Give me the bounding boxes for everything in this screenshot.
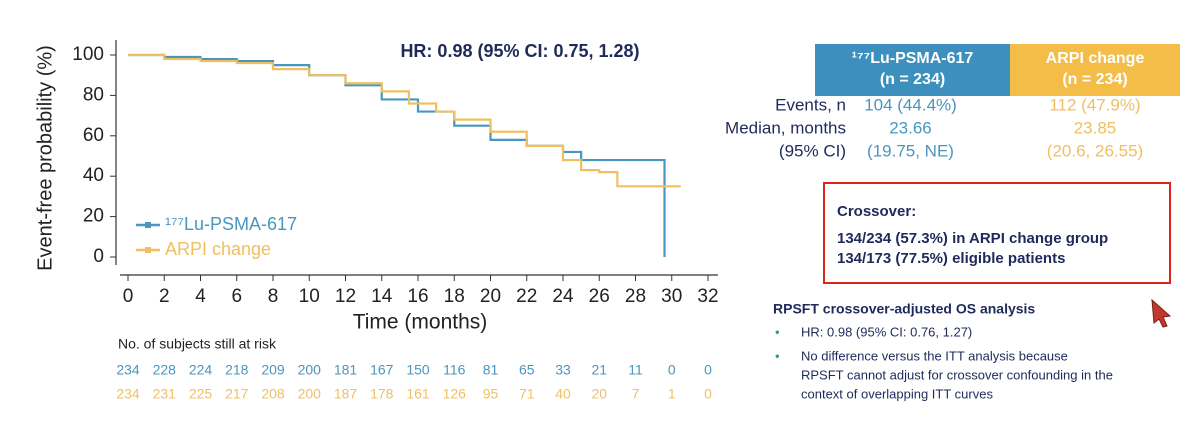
x-tick-label: 10: [299, 286, 320, 307]
risk-value: 224: [189, 362, 213, 378]
row-label: (95% CI): [779, 141, 846, 160]
header-cell: [815, 44, 1010, 96]
crossover-line: 134/234 (57.3%) in ARPI change group: [837, 230, 1108, 247]
x-tick-label: 8: [268, 286, 279, 307]
cursor: [1151, 298, 1172, 328]
legend-label: ¹⁷⁷Lu-PSMA-617: [165, 214, 297, 234]
risk-value: 218: [225, 362, 249, 378]
risk-value: 231: [153, 386, 177, 402]
x-tick-label: 22: [516, 286, 537, 307]
row-value: 104 (44.4%): [864, 95, 957, 114]
row-value: 112 (47.9%): [1049, 95, 1140, 114]
legend-marker: [145, 222, 151, 228]
x-axis-label: Time (months): [353, 311, 488, 334]
x-tick-label: 18: [444, 286, 465, 307]
crossover-title: Crossover:: [837, 203, 916, 220]
risk-value: 0: [704, 362, 712, 378]
risk-value: 217: [225, 386, 249, 402]
x-tick-label: 2: [159, 286, 170, 307]
risk-value: 161: [406, 386, 430, 402]
x-tick-label: 24: [552, 286, 574, 307]
row-label: Median, months: [725, 118, 846, 137]
risk-value: 65: [519, 362, 535, 378]
y-tick-label: 100: [72, 44, 104, 65]
y-tick-label: 0: [93, 246, 104, 267]
risk-value: 150: [406, 362, 430, 378]
risk-value: 234: [116, 386, 140, 402]
y-axis-label: Event-free probability (%): [34, 45, 56, 271]
risk-value: 178: [370, 386, 394, 402]
x-tick-label: 28: [625, 286, 646, 307]
bullet-text: No difference versus the ITT analysis be…: [801, 348, 1068, 363]
y-tick-label: 60: [83, 125, 104, 146]
risk-title: No. of subjects still at risk: [118, 336, 277, 352]
header-cell: [1010, 44, 1180, 96]
risk-value: 228: [153, 362, 177, 378]
row-value: (19.75, NE): [867, 141, 954, 160]
risk-value: 225: [189, 386, 213, 402]
header-text: (n = 234): [1062, 71, 1127, 88]
risk-value: 33: [555, 362, 571, 378]
risk-value: 200: [298, 362, 322, 378]
risk-value: 0: [704, 386, 712, 402]
risk-value: 116: [443, 362, 466, 378]
crossover-box: [823, 182, 1171, 284]
risk-value: 209: [261, 362, 285, 378]
row-value: (20.6, 26.55): [1047, 141, 1143, 160]
row-value: 23.66: [889, 118, 932, 137]
risk-value: 208: [261, 386, 285, 402]
row-label: Events, n: [775, 95, 846, 114]
header-text: (n = 234): [880, 71, 945, 88]
x-tick-label: 32: [697, 286, 718, 307]
header-text: ARPI change: [1046, 50, 1145, 67]
y-tick-label: 20: [83, 206, 104, 227]
y-tick-label: 40: [83, 165, 104, 186]
risk-value: 167: [370, 362, 394, 378]
risk-value: 11: [628, 362, 643, 378]
risk-value: 95: [483, 386, 499, 402]
row-value: 23.85: [1074, 118, 1117, 137]
x-tick-label: 4: [195, 286, 206, 307]
risk-value: 187: [334, 386, 358, 402]
risk-value: 40: [555, 386, 571, 402]
x-tick-label: 26: [589, 286, 610, 307]
km-curve: [128, 53, 681, 188]
legend-label: ARPI change: [165, 239, 271, 259]
x-tick-label: 16: [407, 286, 428, 307]
x-tick-label: 0: [123, 286, 134, 307]
risk-value: 126: [443, 386, 467, 402]
risk-value: 181: [334, 362, 358, 378]
risk-value: 0: [668, 362, 676, 378]
risk-value: 234: [116, 362, 140, 378]
hr-annotation: HR: 0.98 (95% CI: 0.75, 1.28): [400, 41, 639, 61]
y-tick-label: 80: [83, 84, 104, 105]
crossover-line: 134/173 (77.5%) eligible patients: [837, 250, 1065, 267]
legend-marker: [145, 247, 151, 253]
x-tick-label: 6: [231, 286, 242, 307]
risk-value: 81: [483, 362, 499, 378]
risk-value: 71: [519, 386, 535, 402]
bullet-dot: •: [775, 348, 780, 363]
x-tick-label: 30: [661, 286, 682, 307]
risk-value: 21: [591, 362, 607, 378]
x-tick-label: 12: [335, 286, 356, 307]
risk-value: 1: [668, 386, 676, 402]
bullet-text: context of overlapping ITT curves: [801, 386, 993, 401]
risk-value: 200: [298, 386, 322, 402]
x-tick-label: 14: [371, 286, 393, 307]
bullet-text: HR: 0.98 (95% CI: 0.76, 1.27): [801, 324, 972, 339]
rpsft-title: RPSFT crossover-adjusted OS analysis: [773, 301, 1035, 317]
bullet-dot: •: [775, 324, 780, 339]
risk-value: 7: [632, 386, 640, 402]
risk-value: 20: [591, 386, 607, 402]
bullet-text: RPSFT cannot adjust for crossover confou…: [801, 367, 1113, 382]
x-tick-label: 20: [480, 286, 501, 307]
header-text: ¹⁷⁷Lu-PSMA-617: [852, 50, 974, 67]
